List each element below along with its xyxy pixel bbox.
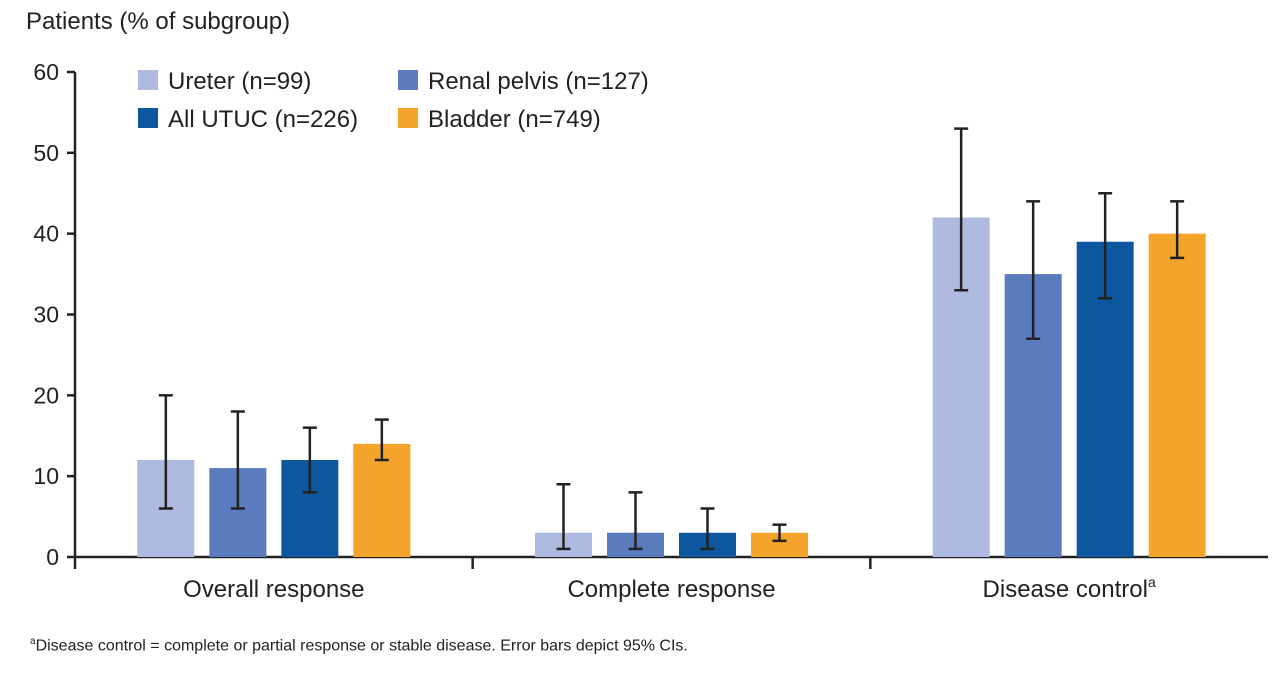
legend-swatch	[398, 70, 418, 90]
legend-swatch	[138, 108, 158, 128]
footnote-text: Disease control = complete or partial re…	[35, 637, 688, 655]
chart-axes: 0 10 20 30 40 50 60 Overall response Complete re…	[33, 59, 1268, 603]
chart-error-bars	[158, 127, 1185, 551]
y-tick-label: 40	[33, 221, 59, 247]
legend-label: Renal pelvis (n=127)	[428, 68, 649, 95]
bar	[353, 443, 411, 557]
legend-label: Bladder (n=749)	[428, 106, 601, 133]
x-category-superscript: a	[1148, 574, 1156, 590]
y-axis-title: Patients (% of subgroup)	[26, 8, 291, 35]
x-category-label: Complete response	[567, 576, 775, 603]
legend-label: Ureter (n=99)	[168, 68, 311, 95]
y-tick-label: 60	[33, 59, 59, 85]
x-category-label: Disease controla	[983, 574, 1156, 603]
y-tick-label: 10	[33, 463, 59, 489]
legend-swatch	[138, 70, 158, 90]
x-category-label: Overall response	[183, 576, 364, 603]
chart-legend: Ureter (n=99) Renal pelvis (n=127) All UTU…	[138, 68, 649, 133]
y-tick-label: 50	[33, 140, 59, 166]
legend-label: All UTUC (n=226)	[168, 106, 358, 133]
y-tick-label: 30	[33, 302, 59, 328]
y-tick-label: 20	[33, 382, 59, 408]
legend-swatch	[398, 108, 418, 128]
footnote-marker: a	[30, 636, 36, 647]
chart-bars	[137, 217, 1206, 557]
bar	[1148, 233, 1206, 557]
y-tick-label: 0	[46, 544, 59, 570]
footnote: aDisease control = complete or partial r…	[30, 636, 688, 655]
